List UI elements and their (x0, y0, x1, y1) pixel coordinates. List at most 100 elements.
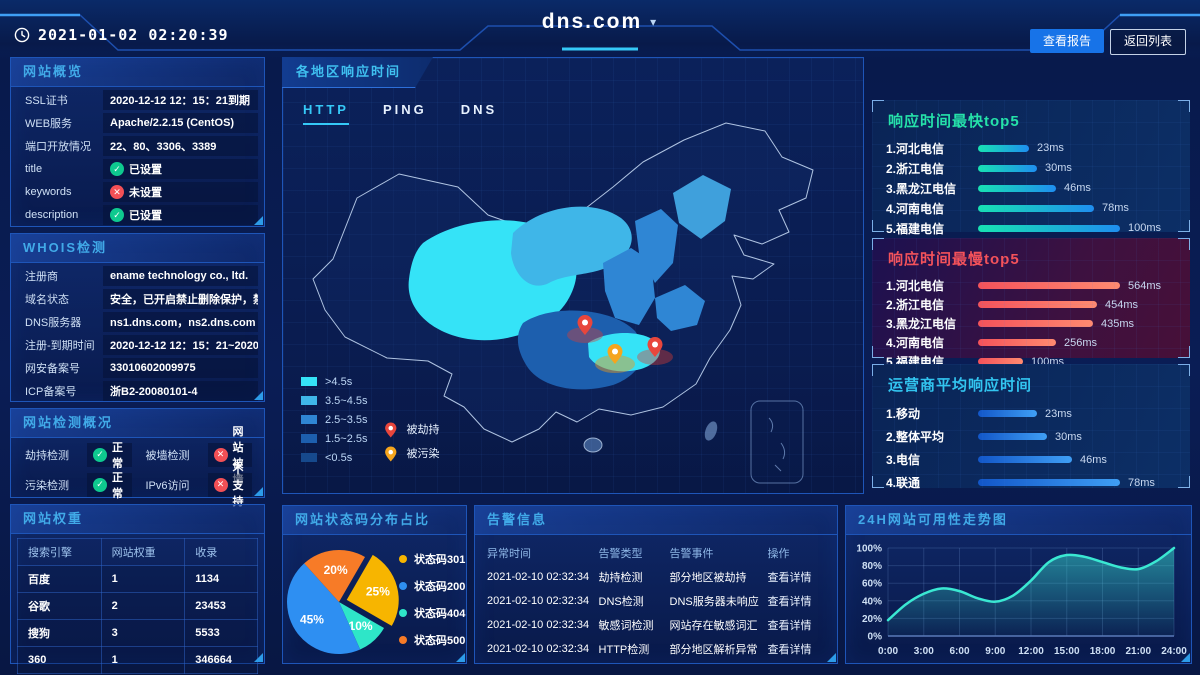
info-value: ✕ 未设置 (103, 182, 258, 202)
domain-selector[interactable]: dns.com ▾ (542, 10, 658, 34)
weight-table: 搜索引擎 网站权重 收录 百度 1 1134 谷歌 2 23453 搜狗 3 5533 360 1 3466… (17, 538, 258, 674)
panel-title: 响应时间最慢top5 (888, 251, 1020, 268)
tab-ping[interactable]: PING (382, 102, 427, 117)
y-tick-label: 40% (862, 596, 882, 607)
taiwan-island (704, 421, 718, 441)
column-header: 异常时间 (487, 548, 531, 560)
detection-value: 不支持 (232, 463, 244, 508)
view-report-button[interactable]: 查看报告 (1029, 29, 1104, 53)
pie-slice (339, 602, 385, 650)
back-to-list-button[interactable]: 返回列表 (1109, 29, 1186, 55)
column-header: 告警类型 (598, 548, 643, 560)
legend-item: 状态码500 (399, 626, 465, 653)
view-detail-link[interactable]: 查看详情 (767, 572, 812, 584)
status-code-pie-panel: 网站状态码分布占比 25% 10% 45% 20% 状态码301 状态码200 状态码40… (282, 505, 467, 664)
table-row: 搜狗 3 5533 (17, 619, 258, 647)
marker-legend-item: 被劫持 (383, 417, 440, 441)
info-row: ICP备案号 浙B2-20080101-4 (17, 381, 258, 401)
bar-category: 2.整体平均 (886, 430, 945, 444)
bar (978, 339, 1056, 346)
info-value-text: 2020-12-12 12：15：21~2020-12-12 12：15：21 (110, 340, 258, 352)
table-cell: 346664 (184, 646, 258, 674)
tab-http[interactable]: HTTP (303, 102, 349, 125)
panel-title: 响应时间最快top5 (888, 113, 1020, 130)
tab-dns[interactable]: DNS (460, 102, 498, 117)
bar-row: 1.移动 23ms (886, 402, 1176, 425)
info-value-text: ename technology co., ltd. (110, 270, 249, 282)
bar-row: 3.黑龙江电信 435ms (886, 314, 1176, 333)
legend-item: 状态码404 (399, 599, 465, 626)
info-value-text: 未设置 (129, 187, 162, 199)
panel-title: 网站检测概况 (11, 409, 264, 438)
alarm-panel: 告警信息 异常时间 告警类型 告警事件 操作 2021-02-10 02:32:34 劫持… (474, 505, 838, 664)
legend-dot (399, 581, 407, 590)
legend-label: 状态码301 (414, 553, 466, 566)
check-icon: ✓ (93, 477, 107, 492)
info-label: SSL证书 (25, 95, 68, 107)
protocol-tabs: HTTP PING DNS (303, 102, 497, 125)
legend-item: 3.5~4.5s (301, 391, 368, 410)
bar-category: 3.黑龙江电信 (886, 317, 957, 331)
chevron-down-icon: ▾ (650, 15, 659, 29)
marker-label: 被污染 (406, 448, 440, 460)
check-icon: ✓ (110, 162, 124, 176)
y-tick-label: 80% (862, 561, 882, 572)
table-row: 2021-02-10 02:32:34 劫持检测 部分地区被劫持 查看详情 (487, 565, 825, 589)
y-tick-label: 20% (862, 614, 882, 625)
marker-legend-item: 被污染 (383, 441, 440, 465)
current-datetime: 2021-01-02 02:20:39 (14, 26, 229, 44)
x-tick-label: 18:00 (1090, 646, 1116, 657)
bar-value: 46ms (1080, 453, 1107, 466)
info-label: ICP备案号 (25, 386, 77, 398)
china-map[interactable] (283, 113, 863, 488)
alarm-time: 2021-02-10 02:32:34 (487, 571, 590, 583)
pie-slice (304, 550, 365, 602)
bar (978, 358, 1023, 365)
info-label: 注册商 (25, 271, 58, 283)
legend-dot (399, 554, 407, 563)
x-tick-label: 6:00 (949, 646, 969, 657)
pie-slice (287, 563, 361, 654)
info-row: WEB服务 Apache/2.2.15 (CentOS) (17, 113, 258, 133)
province-shaanxi (603, 248, 655, 325)
bar-row: 4.河南电信 78ms (886, 198, 1176, 218)
bar-value: 78ms (1128, 476, 1155, 489)
alarm-event: 网站存在敏感词汇 (669, 620, 758, 632)
info-value-text: 安全，已开启禁止删除保护，禁止转移保护 (110, 294, 258, 306)
hainan-island (583, 437, 603, 453)
legend-label: >4.5s (325, 375, 353, 388)
legend-label: 3.5~4.5s (325, 394, 368, 407)
alarm-type: 敏感词检测 (598, 620, 654, 632)
check-icon: ✓ (110, 208, 124, 222)
info-value: Apache/2.2.15 (CentOS) (103, 113, 258, 133)
bar-row: 2.浙江电信 454ms (886, 295, 1176, 314)
province-hebei (673, 175, 731, 239)
info-value: 2020-12-12 12：15：21~2020-12-12 12：15：21 (103, 335, 258, 355)
info-row: title ✓ 已设置 (17, 159, 258, 179)
view-detail-link[interactable]: 查看详情 (767, 620, 812, 632)
legend-item: 2.5~3.5s (301, 410, 368, 429)
x-tick-label: 24:00 (1161, 646, 1187, 657)
bar (978, 301, 1097, 308)
table-row: 2021-02-10 02:32:34 敏感词检测 网站存在敏感词汇 查看详情 (487, 613, 825, 637)
legend-label: 1.5~2.5s (325, 432, 368, 445)
detection-value: 正常 (112, 471, 123, 500)
table-cell: 1 (100, 646, 186, 674)
info-row: keywords ✕ 未设置 (17, 182, 258, 202)
domain-name: dns.com (541, 10, 643, 33)
map-marker-legend: 被劫持被污染 (383, 417, 440, 465)
view-detail-link[interactable]: 查看详情 (767, 596, 812, 608)
info-value: 浙B2-20080101-4 (103, 381, 258, 401)
carrier-average-panel: 运营商平均响应时间 1.移动 23ms 2.整体平均 30ms 3.电信 46ms 4.联通… (872, 364, 1190, 490)
view-detail-link[interactable]: 查看详情 (767, 644, 812, 656)
legend-item: <0.5s (301, 448, 368, 467)
bar-category: 1.移动 (886, 407, 921, 421)
legend-item: 状态码200 (399, 572, 465, 599)
status-code-pie-chart: 25% 10% 45% 20% (287, 550, 399, 654)
info-value: 33010602009975 (103, 358, 258, 378)
bar-value: 46ms (1064, 182, 1091, 194)
bar-value: 454ms (1105, 298, 1139, 311)
